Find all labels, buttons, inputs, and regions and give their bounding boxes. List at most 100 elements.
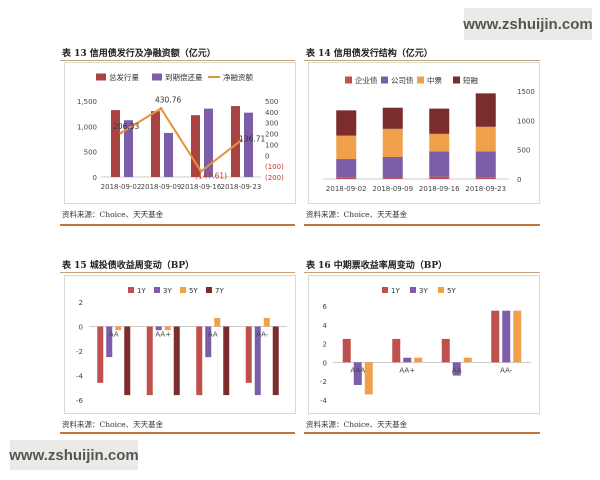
right-tick-label: 100	[265, 141, 278, 149]
bar-5Y	[164, 326, 171, 331]
chart-16: 1Y 3Y 5Y -4 -2 0 2 4 6 AAA AA+ AA AA-	[320, 287, 531, 405]
right-tick-label: 0	[265, 152, 269, 160]
stack-segment-短融	[429, 108, 450, 134]
bar-3Y	[403, 357, 412, 363]
bar-7Y	[124, 326, 131, 396]
panel-13-frame: 总发行量 到期偿还量 净融资额 0 500 1,000 1,500 (200) (100) 0 10…	[64, 62, 296, 204]
legend-swatch-2	[180, 287, 186, 293]
bar-到期偿还量	[164, 132, 173, 177]
stack-segment-中票	[475, 126, 496, 152]
bar-1Y	[97, 326, 104, 383]
y-tick-label: 1000	[517, 117, 535, 125]
y-tick-label: 0	[517, 176, 521, 184]
x-tick-label: 2018-09-02	[326, 185, 367, 193]
left-tick-label: 1,500	[77, 98, 97, 106]
legend-swatch-0	[128, 287, 134, 293]
panel-15-frame: 1Y 3Y 5Y 7Y -6 -4 -2 0 2 AA AA+ AA AA-	[64, 275, 296, 414]
right-tick-label: (100)	[265, 163, 284, 171]
y-tick-label: 2	[323, 341, 327, 349]
left-tick-label: 500	[84, 149, 97, 157]
bar-5Y	[364, 362, 373, 395]
bar-3Y	[502, 310, 511, 363]
x-tick-label: 2018-09-23	[221, 183, 262, 191]
legend-swatch-3	[453, 76, 460, 84]
bar-到期偿还量	[244, 112, 253, 177]
data-label: 430.76	[155, 96, 181, 105]
bar-1Y	[491, 310, 500, 363]
y-tick-label: -6	[76, 397, 84, 405]
bar-到期偿还量	[204, 108, 213, 177]
legend-label-1: 到期偿还量	[165, 72, 203, 82]
panel-14-bottom-rule	[304, 224, 540, 226]
legend-swatch-2	[417, 76, 424, 84]
legend-swatch-3	[206, 287, 212, 293]
chart-13: 总发行量 到期偿还量 净融资额 0 500 1,000 1,500 (200) (100) 0 10…	[77, 72, 284, 191]
bar-5Y	[263, 317, 270, 327]
bar-总发行量	[231, 106, 240, 177]
panel-15-title-rule	[60, 272, 295, 273]
legend-label-0: 1Y	[137, 287, 146, 295]
y-tick-label: 6	[323, 303, 328, 311]
panel-15-bottom-rule	[60, 432, 295, 434]
legend-swatch-0	[345, 76, 352, 84]
bar-总发行量	[151, 111, 160, 177]
legend-swatch-0	[96, 73, 106, 81]
legend-swatch-2	[438, 287, 444, 293]
y-tick-label: 0	[323, 359, 327, 367]
legend-label-2: 净融资额	[223, 72, 253, 82]
category-label: AA-	[500, 366, 513, 374]
data-label: (147.61)	[195, 171, 227, 180]
legend-swatch-1	[154, 287, 160, 293]
category-label: AAA	[350, 366, 365, 374]
panel-13-title: 表 13 信用债发行及净融资额（亿元）	[62, 49, 216, 59]
stack-segment-公司债	[429, 151, 450, 177]
panel-13-bottom-rule	[60, 224, 295, 226]
legend-swatch-1	[152, 73, 162, 81]
legend-label-3: 7Y	[215, 287, 224, 295]
legend-swatch-0	[382, 287, 388, 293]
bar-5Y	[463, 357, 472, 363]
stack-segment-中票	[336, 135, 357, 160]
legend-label-1: 3Y	[163, 287, 172, 295]
net-financing-line	[120, 107, 242, 173]
bar-1Y	[146, 326, 153, 396]
y-tick-label: 2	[79, 299, 83, 307]
bar-到期偿还量	[124, 120, 133, 177]
y-tick-label: -4	[76, 373, 84, 381]
legend-label-0: 1Y	[391, 287, 400, 295]
left-tick-label: 0	[93, 174, 97, 182]
bar-1Y	[196, 326, 203, 396]
watermark-top: www.zshuijin.com	[463, 8, 593, 40]
x-tick-label: 2018-09-02	[101, 183, 142, 191]
data-label: 136.71	[239, 134, 265, 143]
chart-15: 1Y 3Y 5Y 7Y -6 -4 -2 0 2 AA AA+ AA AA-	[76, 287, 287, 405]
category-label: AA	[452, 366, 462, 374]
bar-7Y	[173, 326, 180, 396]
panel-14-title-rule	[304, 60, 540, 61]
bar-5Y	[513, 310, 522, 363]
chart-14: 企业债 公司债 中票 短融 0 500 1000 1500 2018-09-02 2018-09-…	[323, 75, 535, 193]
legend-label-2: 5Y	[447, 287, 456, 295]
category-label: AA-	[256, 331, 269, 339]
bar-1Y	[245, 326, 252, 383]
left-tick-label: 1,000	[77, 123, 97, 131]
legend-label-0: 总发行量	[109, 72, 139, 82]
y-tick-label: 1500	[517, 88, 535, 96]
legend-label-2: 中票	[427, 75, 442, 85]
panel-16-source: 资料来源：Choice、天天基金	[306, 420, 408, 429]
stack-segment-中票	[429, 133, 450, 152]
legend-label-2: 5Y	[189, 287, 198, 295]
right-tick-label: 400	[265, 109, 278, 117]
bar-1Y	[441, 338, 450, 363]
bar-3Y	[353, 362, 362, 385]
x-tick-label: 2018-09-16	[419, 185, 460, 193]
y-tick-label: 0	[79, 324, 83, 332]
category-label: AA	[208, 331, 218, 339]
bar-1Y	[392, 338, 401, 363]
panel-16-frame: 1Y 3Y 5Y -4 -2 0 2 4 6 AAA AA+ AA AA-	[308, 275, 540, 414]
right-tick-label: 500	[265, 98, 278, 106]
panel-16-title: 表 16 中期票收益率周变动（BP）	[306, 261, 448, 271]
net-financing-point	[199, 169, 203, 173]
y-tick-label: -2	[320, 378, 327, 386]
stack-segment-短融	[475, 93, 496, 127]
